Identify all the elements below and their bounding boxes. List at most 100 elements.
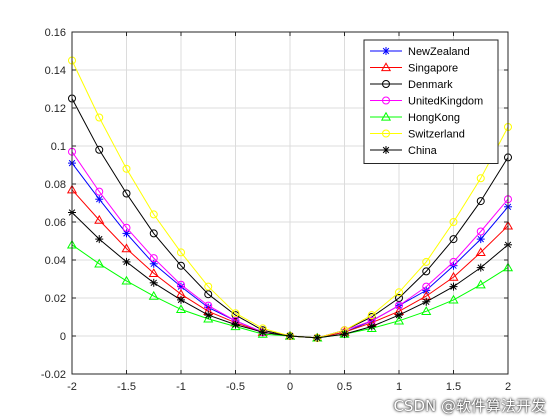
y-tick-label: -0.02 [41, 369, 66, 381]
y-tick-label: 0.16 [45, 27, 66, 39]
legend-item-singapore: Singapore [370, 62, 458, 75]
data-point-switzerland [204, 282, 213, 291]
legend-item-china: China [370, 145, 438, 157]
data-point-unitedkingdom [395, 301, 403, 310]
data-point-china [340, 330, 349, 339]
data-point-china [449, 282, 458, 291]
legend-label: Denmark [408, 79, 453, 91]
y-tick-label: 0.02 [45, 293, 66, 305]
data-point-unitedkingdom [422, 282, 431, 291]
data-point-china [313, 333, 322, 342]
data-point-switzerland [449, 218, 458, 226]
data-point-newzealand [95, 195, 104, 204]
x-tick-label: -1 [176, 381, 186, 393]
data-point-hongkong [257, 328, 268, 338]
legend-label: HongKong [408, 112, 460, 124]
data-point-switzerland [231, 309, 240, 318]
data-point-china [258, 328, 267, 337]
data-point-newzealand [122, 229, 131, 238]
data-point-singapore [475, 247, 486, 257]
data-point-china [204, 311, 213, 320]
data-point-china [95, 235, 104, 244]
data-point-unitedkingdom [177, 280, 185, 289]
data-point-hongkong [475, 279, 486, 289]
legend-marker [382, 96, 390, 105]
data-point-hongkong [94, 258, 105, 268]
data-point-switzerland [177, 248, 185, 257]
data-point-hongkong [148, 290, 159, 300]
legend-label: NewZealand [408, 46, 470, 58]
y-tick-label: 0.1 [51, 141, 66, 153]
data-point-denmark [395, 294, 403, 302]
data-point-hongkong [448, 294, 459, 304]
data-point-switzerland [149, 210, 158, 219]
legend-label: Switzerland [408, 129, 465, 141]
data-point-newzealand [476, 235, 485, 244]
watermark: CSDN @软件算法开发 [393, 397, 546, 415]
legend-item-denmark: Denmark [370, 79, 453, 91]
legend-marker [382, 129, 390, 138]
data-point-singapore [94, 214, 105, 224]
legend-box [363, 39, 499, 164]
data-point-switzerland [95, 113, 104, 122]
data-point-china [476, 263, 485, 272]
data-point-china [231, 320, 240, 329]
data-point-hongkong [421, 306, 432, 315]
data-point-hongkong [175, 304, 187, 314]
data-point-unitedkingdom [476, 227, 485, 236]
axis-ticks: -2 -1.5 -1 -0.5 0 0.5 1 1.5 2 -0.02 0 0.02 0.04 0.06 0… [41, 27, 511, 393]
data-point-hongkong [393, 315, 405, 325]
data-point-unitedkingdom [204, 301, 213, 310]
data-point-denmark [177, 261, 185, 270]
data-point-switzerland [395, 288, 403, 297]
data-point-china [286, 332, 294, 340]
data-point-hongkong [203, 313, 214, 323]
legend-item-newzealand: NewZealand [370, 46, 470, 58]
x-tick-label: 2 [505, 381, 511, 393]
data-point-singapore [148, 268, 159, 277]
data-point-denmark [95, 145, 104, 154]
data-point-switzerland [422, 257, 431, 266]
x-tick-label: 1 [396, 381, 402, 393]
data-point-denmark [204, 290, 213, 299]
legend-marker [382, 80, 390, 88]
data-point-denmark [476, 197, 485, 206]
data-point-unitedkingdom [122, 223, 131, 232]
data-point-denmark [422, 267, 431, 276]
data-point-singapore [121, 243, 132, 253]
y-tick-label: 0.04 [45, 255, 66, 267]
legend: NewZealand Singapore Denmark UnitedKingdom H… [363, 39, 499, 164]
y-tick-label: 0 [60, 331, 66, 343]
legend-marker [380, 111, 392, 121]
data-point-unitedkingdom [95, 187, 104, 196]
data-point-unitedkingdom [149, 254, 158, 263]
legend-marker [382, 146, 390, 154]
data-point-china [149, 278, 158, 287]
y-tick-label: 0.08 [45, 179, 66, 191]
data-point-singapore [448, 271, 459, 281]
x-tick-label: -2 [67, 381, 77, 393]
x-tick-label: -1.5 [117, 381, 136, 393]
legend-label: Singapore [408, 63, 458, 75]
data-point-hongkong [230, 321, 241, 331]
data-point-switzerland [367, 311, 376, 320]
data-point-denmark [449, 235, 458, 244]
x-tick-label: 0 [287, 381, 293, 393]
legend-marker [382, 47, 390, 55]
legend-item-hongkong: HongKong [370, 111, 460, 124]
legend-label: UnitedKingdom [408, 96, 483, 108]
data-point-china [122, 257, 131, 266]
data-point-unitedkingdom [449, 257, 458, 266]
y-tick-label: 0.14 [45, 65, 66, 77]
data-point-denmark [122, 189, 131, 198]
y-tick-label: 0.12 [45, 103, 66, 115]
data-point-switzerland [122, 164, 131, 173]
data-point-hongkong [121, 275, 132, 285]
data-point-china [367, 322, 376, 331]
y-tick-label: 0.06 [45, 217, 66, 229]
legend-item-unitedkingdom: UnitedKingdom [370, 96, 483, 108]
data-point-china [177, 295, 185, 304]
data-point-denmark [149, 229, 158, 238]
legend-marker [380, 62, 392, 72]
